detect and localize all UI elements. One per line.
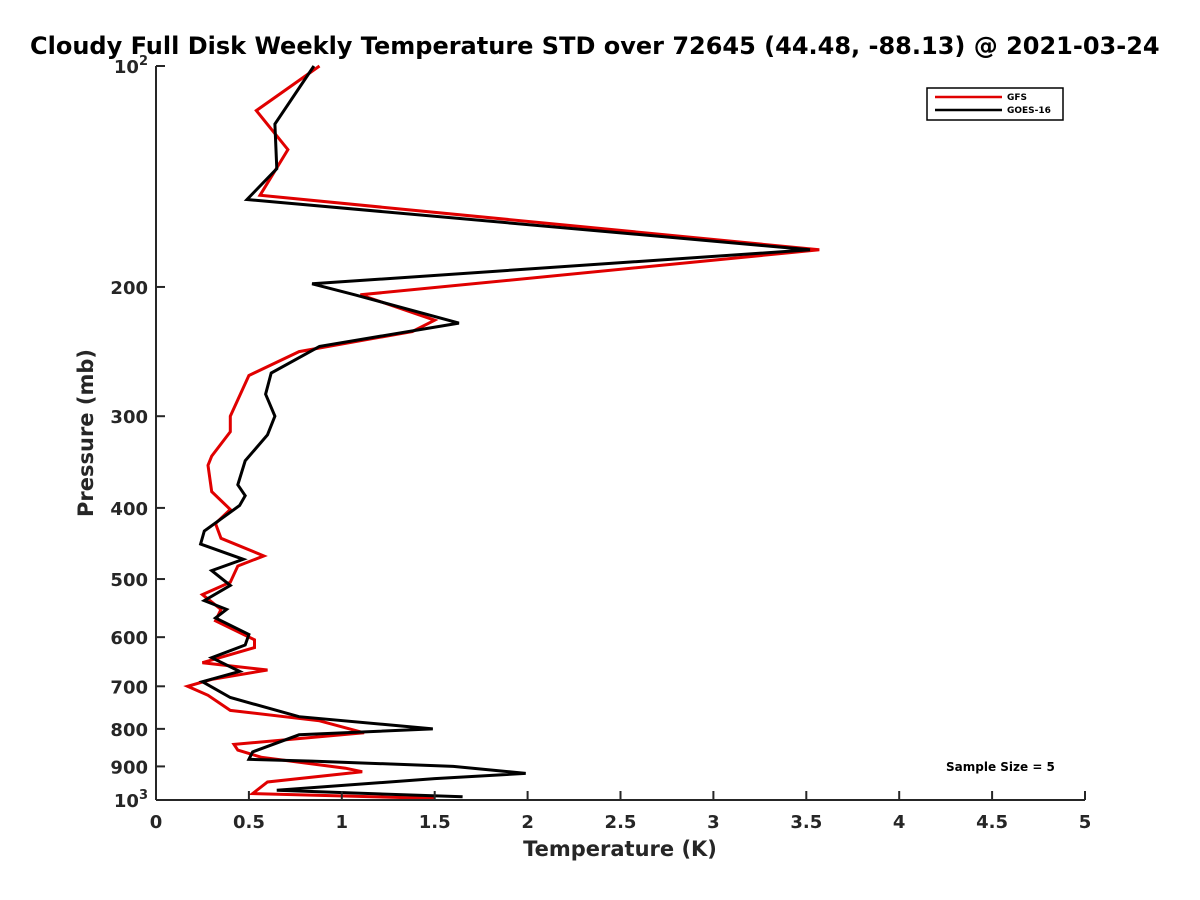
series-line-gfs bbox=[183, 64, 820, 800]
legend: GFS GOES-16 bbox=[926, 87, 1064, 121]
chart-title: Cloudy Full Disk Weekly Temperature STD … bbox=[30, 32, 1160, 60]
y-axis-label: Pressure (mb) bbox=[74, 349, 98, 517]
plot-lines bbox=[183, 64, 820, 800]
y-axis-ticks: 102 200 300 400 500 600 700 800 900 103 bbox=[110, 54, 165, 812]
sample-size-annotation: Sample Size = 5 bbox=[946, 760, 1055, 774]
y-tick-label: 300 bbox=[110, 407, 148, 428]
y-tick-label: 102 bbox=[114, 54, 148, 78]
x-tick-label: 5 bbox=[1079, 812, 1092, 833]
x-tick-label: 2.5 bbox=[605, 812, 637, 833]
legend-box bbox=[926, 87, 1064, 121]
y-tick-label: 800 bbox=[110, 720, 148, 741]
legend-label-gfs: GFS bbox=[1007, 93, 1027, 103]
legend-label-goes16: GOES-16 bbox=[1007, 106, 1051, 116]
y-tick-label: 500 bbox=[110, 570, 148, 591]
x-axis-ticks: 0 0.5 1 1.5 2 2.5 3 3.5 4 4.5 5 bbox=[150, 791, 1092, 833]
series-line-goes16 bbox=[198, 65, 811, 799]
x-tick-label: 0.5 bbox=[233, 812, 265, 833]
y-tick-label: 600 bbox=[110, 628, 148, 649]
y-tick-label: 103 bbox=[114, 788, 148, 812]
x-tick-label: 1.5 bbox=[419, 812, 451, 833]
y-tick-label: 700 bbox=[110, 677, 148, 698]
x-tick-label: 3.5 bbox=[790, 812, 822, 833]
y-tick-label: 400 bbox=[110, 499, 148, 520]
x-tick-label: 1 bbox=[336, 812, 349, 833]
x-axis-label: Temperature (K) bbox=[523, 837, 717, 861]
y-tick-label: 900 bbox=[110, 757, 148, 778]
x-tick-label: 2 bbox=[521, 812, 534, 833]
x-tick-label: 0 bbox=[150, 812, 163, 833]
x-tick-label: 3 bbox=[707, 812, 720, 833]
x-tick-label: 4 bbox=[893, 812, 906, 833]
x-tick-label: 4.5 bbox=[976, 812, 1008, 833]
y-tick-label: 200 bbox=[110, 278, 148, 299]
